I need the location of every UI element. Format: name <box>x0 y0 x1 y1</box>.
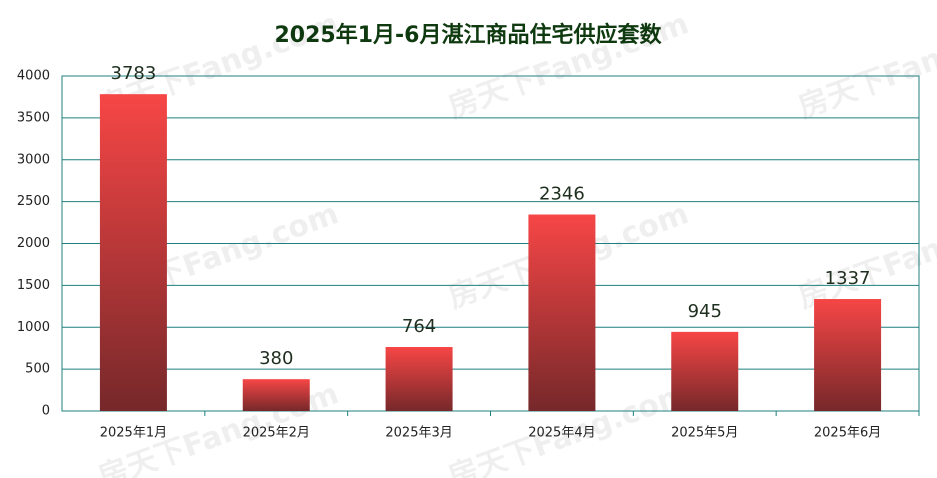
watermark: 房天下Fang.com <box>794 196 937 315</box>
chart-title: 2025年1月-6月湛江商品住宅供应套数 <box>275 22 663 48</box>
bar <box>99 94 167 411</box>
y-tick-label: 3000 <box>17 152 50 167</box>
y-tick-label: 4000 <box>17 69 50 84</box>
x-tick-label: 2025年2月 <box>243 426 310 441</box>
bar <box>385 347 453 411</box>
y-tick-label: 2000 <box>17 236 50 251</box>
y-tick-label: 0 <box>42 404 50 419</box>
x-tick-label: 2025年3月 <box>385 426 452 441</box>
value-label: 380 <box>259 348 293 369</box>
watermark: 房天下Fang.com <box>794 6 937 125</box>
bar <box>671 331 739 411</box>
y-tick-label: 1500 <box>17 278 50 293</box>
y-tick-label: 500 <box>25 362 50 377</box>
value-label: 3783 <box>111 63 157 84</box>
x-tick-label: 2025年5月 <box>671 426 738 441</box>
value-label: 945 <box>688 301 722 322</box>
y-tick-label: 3500 <box>17 110 50 125</box>
x-tick-label: 2025年4月 <box>528 426 595 441</box>
x-tick-label: 2025年1月 <box>100 426 167 441</box>
y-tick-label: 1000 <box>17 320 50 335</box>
x-tick-label: 2025年6月 <box>814 426 881 441</box>
value-label: 2346 <box>539 184 585 205</box>
value-label: 1337 <box>825 268 871 289</box>
bar <box>528 214 596 411</box>
bar <box>242 379 310 411</box>
value-label: 764 <box>402 316 436 337</box>
bar <box>814 299 882 411</box>
y-tick-label: 2500 <box>17 194 50 209</box>
